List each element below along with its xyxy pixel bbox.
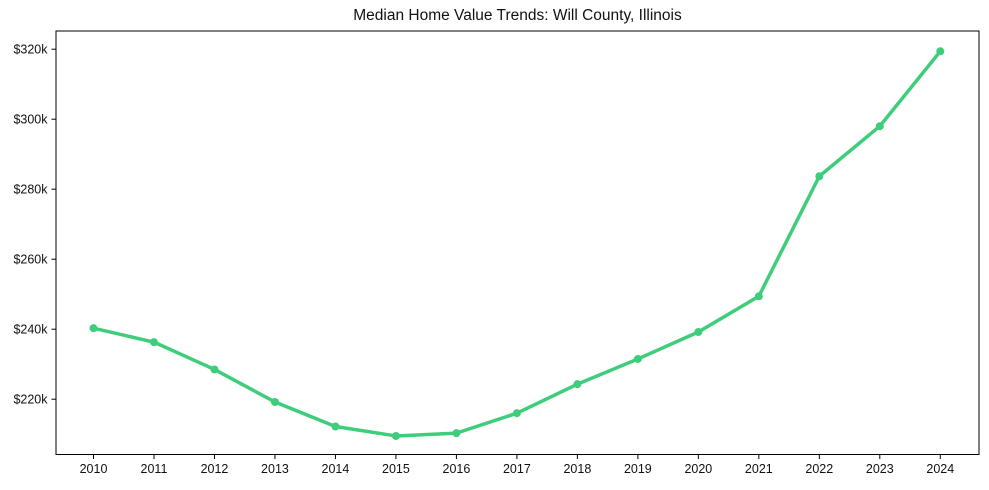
x-tick-label: 2021	[745, 462, 773, 476]
y-tick-label: $320k	[13, 43, 48, 57]
x-tick-label: 2013	[261, 462, 289, 476]
data-point-2024	[936, 47, 945, 56]
chart-title: Median Home Value Trends: Will County, I…	[353, 7, 682, 24]
x-tick-label: 2015	[382, 462, 410, 476]
x-tick-label: 2020	[684, 462, 712, 476]
data-point-2010	[89, 324, 98, 333]
y-tick-label: $240k	[13, 323, 48, 337]
x-tick-label: 2016	[443, 462, 471, 476]
y-tick-label: $220k	[13, 393, 48, 407]
data-point-2013	[270, 398, 279, 406]
plot-border	[55, 30, 980, 455]
x-tick-label: 2018	[563, 462, 591, 476]
data-point-2012	[210, 365, 219, 374]
data-point-2019	[633, 354, 642, 363]
x-tick-label: 2019	[624, 462, 652, 476]
x-tick-label: 2012	[201, 462, 229, 476]
data-point-2015	[391, 431, 400, 440]
data-point-2022	[815, 172, 824, 181]
x-tick-label: 2014	[322, 462, 350, 476]
x-tick-label: 2011	[141, 462, 168, 476]
x-tick-label: 2017	[503, 462, 531, 476]
data-point-2020	[694, 328, 703, 336]
x-tick-label: 2023	[866, 462, 894, 476]
data-point-2018	[573, 380, 582, 389]
y-tick-label: $300k	[13, 113, 48, 127]
data-point-2014	[331, 422, 340, 431]
y-tick-label: $260k	[13, 253, 48, 267]
x-tick-label: 2010	[80, 462, 108, 476]
y-tick-label: $280k	[13, 183, 48, 197]
data-point-2011	[149, 338, 158, 347]
data-point-2016	[452, 429, 461, 438]
x-tick-label: 2024	[926, 462, 954, 476]
data-point-2021	[754, 292, 763, 301]
trend-line	[91, 49, 943, 438]
x-tick-label: 2022	[805, 462, 833, 476]
data-point-2023	[875, 122, 884, 131]
data-point-2017	[512, 409, 521, 418]
